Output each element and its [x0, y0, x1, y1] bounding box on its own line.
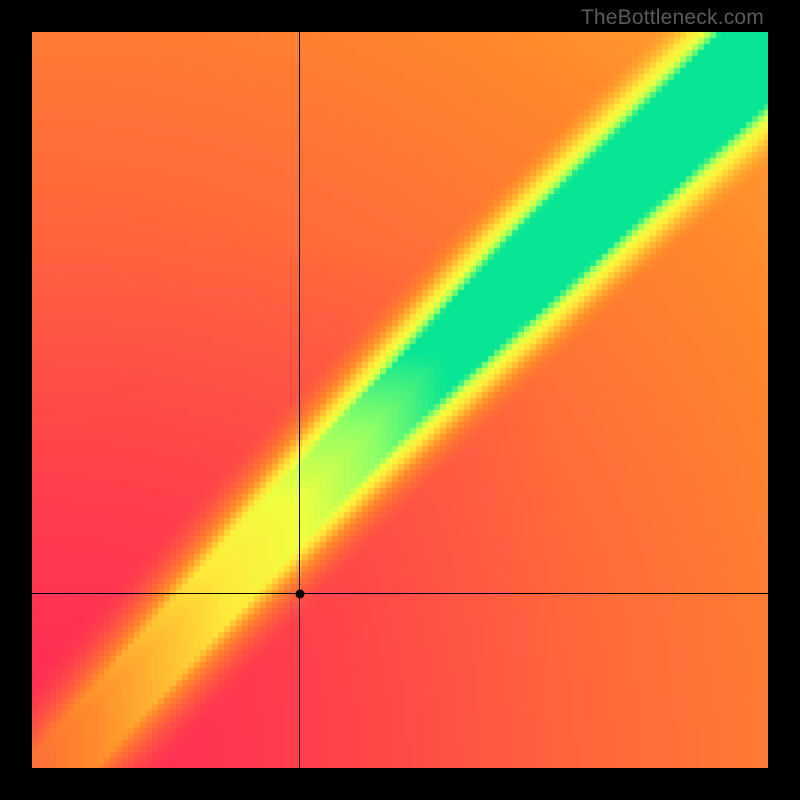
watermark-text: TheBottleneck.com: [581, 6, 764, 30]
bottleneck-heatmap: [32, 32, 768, 768]
crosshair-marker-dot: [295, 589, 304, 598]
crosshair-vertical: [299, 32, 300, 768]
crosshair-horizontal: [32, 593, 768, 594]
heatmap-canvas: [32, 32, 768, 768]
